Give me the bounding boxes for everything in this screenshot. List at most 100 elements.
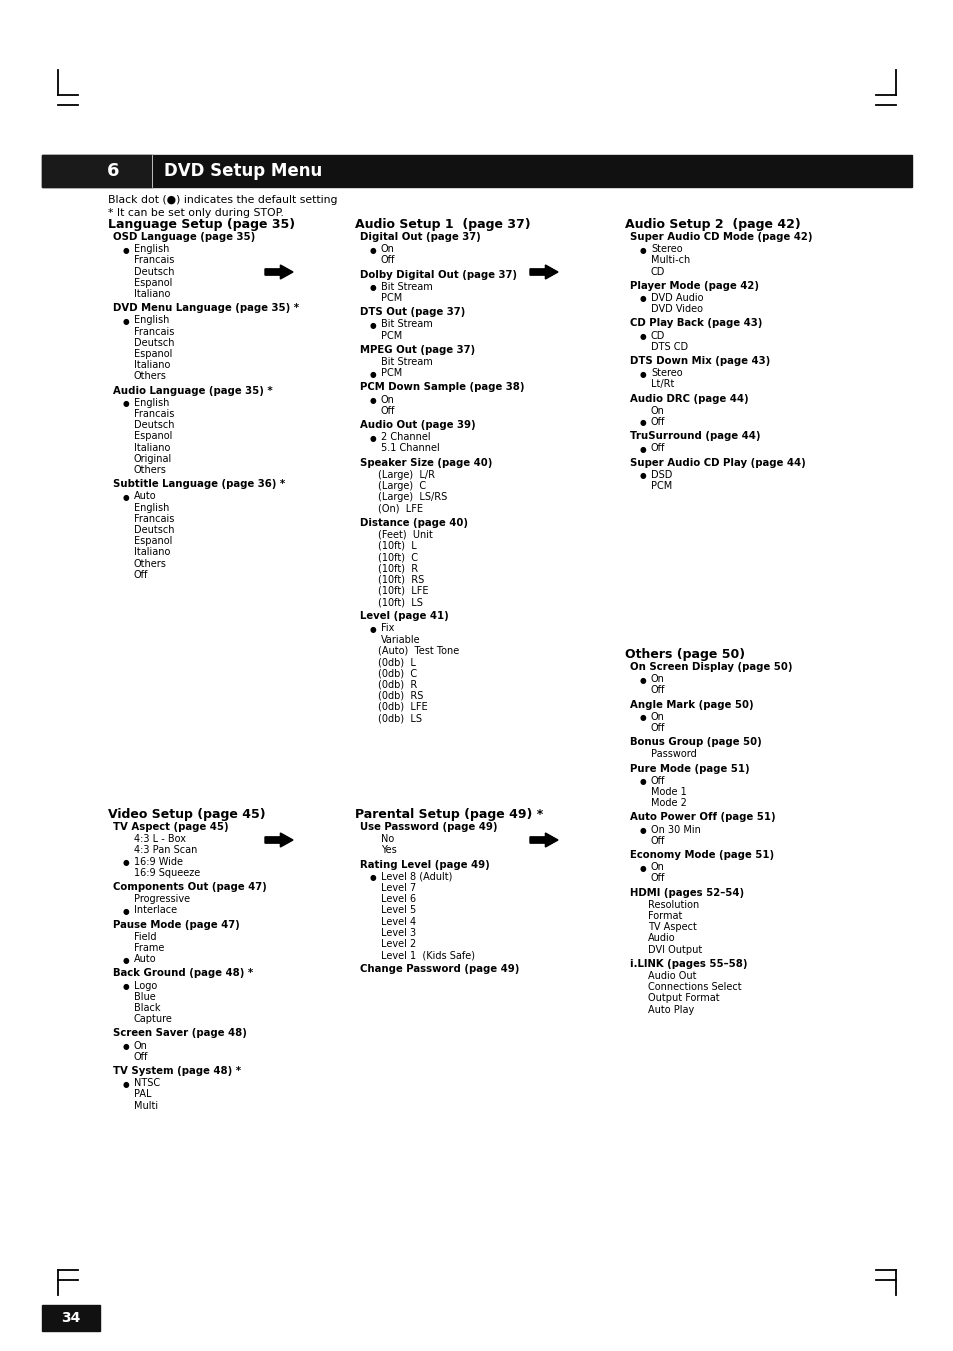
Text: On: On [650, 405, 664, 416]
Text: (Feet)  Unit: (Feet) Unit [377, 530, 433, 540]
Text: Audio DRC (page 44): Audio DRC (page 44) [629, 393, 748, 404]
Text: ●: ● [123, 246, 130, 255]
Text: (10ft)  LFE: (10ft) LFE [377, 586, 428, 596]
Text: Espanol: Espanol [133, 278, 172, 288]
Text: 6: 6 [107, 162, 120, 180]
Text: Deutsch: Deutsch [133, 266, 174, 277]
Text: Off: Off [650, 417, 664, 427]
Text: (10ft)  L: (10ft) L [377, 540, 416, 551]
Text: Audio Out (page 39): Audio Out (page 39) [359, 420, 476, 430]
Text: Video Setup (page 45): Video Setup (page 45) [108, 808, 265, 821]
Bar [42, 1305, 100, 1331]
Text: Use Password (page 49): Use Password (page 49) [359, 821, 497, 832]
Text: 2 Channel: 2 Channel [380, 432, 430, 442]
Text: MPEG Out (page 37): MPEG Out (page 37) [359, 345, 475, 355]
Text: OSD Language (page 35): OSD Language (page 35) [112, 232, 255, 242]
Text: ●: ● [639, 295, 646, 304]
Text: Italiano: Italiano [133, 361, 171, 370]
Text: Off: Off [650, 873, 664, 884]
Text: Audio Setup 1  (page 37): Audio Setup 1 (page 37) [355, 218, 530, 231]
Text: Black: Black [133, 1002, 160, 1013]
Text: ●: ● [639, 246, 646, 255]
Text: Others (page 50): Others (page 50) [624, 648, 744, 661]
Text: ●: ● [370, 370, 376, 378]
Polygon shape [265, 265, 293, 280]
Text: Off: Off [380, 255, 395, 265]
Text: Multi: Multi [133, 1101, 158, 1111]
Text: On: On [650, 674, 664, 684]
Text: ●: ● [639, 370, 646, 378]
Text: Format: Format [647, 911, 681, 921]
Text: Pause Mode (page 47): Pause Mode (page 47) [112, 920, 239, 929]
Text: 4:3 Pan Scan: 4:3 Pan Scan [133, 846, 197, 855]
Text: ●: ● [639, 676, 646, 685]
Text: * It can be set only during STOP.: * It can be set only during STOP. [108, 208, 284, 218]
Text: 4:3 L - Box: 4:3 L - Box [133, 834, 186, 844]
Polygon shape [530, 834, 558, 847]
Text: Deutsch: Deutsch [133, 338, 174, 347]
Text: Level 1  (Kids Safe): Level 1 (Kids Safe) [380, 950, 475, 961]
Text: English: English [133, 315, 170, 326]
Text: PCM Down Sample (page 38): PCM Down Sample (page 38) [359, 382, 524, 392]
Text: ●: ● [639, 825, 646, 835]
Text: Italiano: Italiano [133, 289, 171, 299]
Text: ●: ● [639, 419, 646, 427]
Text: ●: ● [123, 400, 130, 408]
Text: CD: CD [650, 266, 664, 277]
Text: Parental Setup (page 49) *: Parental Setup (page 49) * [355, 808, 542, 821]
Text: Lt/Rt: Lt/Rt [650, 380, 674, 389]
Text: i.LINK (pages 55–58): i.LINK (pages 55–58) [629, 959, 747, 969]
Text: Black dot (●) indicates the default setting: Black dot (●) indicates the default sett… [108, 195, 337, 205]
Text: Connections Select: Connections Select [647, 982, 740, 992]
Text: Bonus Group (page 50): Bonus Group (page 50) [629, 738, 760, 747]
Text: CD: CD [650, 331, 664, 340]
Text: Level 7: Level 7 [380, 884, 416, 893]
Text: Capture: Capture [133, 1015, 172, 1024]
Text: ●: ● [370, 322, 376, 330]
Text: Level 5: Level 5 [380, 905, 416, 916]
Text: Rating Level (page 49): Rating Level (page 49) [359, 859, 489, 870]
Text: 5.1 Channel: 5.1 Channel [380, 443, 439, 454]
Text: Password: Password [650, 750, 696, 759]
Text: No: No [380, 834, 394, 844]
Text: Francais: Francais [133, 327, 174, 336]
Text: ●: ● [123, 907, 130, 916]
Text: DTS CD: DTS CD [650, 342, 687, 351]
Text: (Auto)  Test Tone: (Auto) Test Tone [377, 646, 458, 655]
Text: (0db)  LS: (0db) LS [377, 713, 421, 723]
Text: PCM: PCM [380, 293, 402, 303]
Text: Screen Saver (page 48): Screen Saver (page 48) [112, 1028, 247, 1039]
Text: Distance (page 40): Distance (page 40) [359, 517, 468, 528]
Polygon shape [530, 265, 558, 280]
Text: Speaker Size (page 40): Speaker Size (page 40) [359, 458, 492, 467]
Polygon shape [265, 834, 293, 847]
Text: English: English [133, 503, 170, 512]
Text: ●: ● [370, 873, 376, 882]
Text: English: English [133, 397, 170, 408]
Text: Super Audio CD Play (page 44): Super Audio CD Play (page 44) [629, 458, 805, 467]
Text: Variable: Variable [380, 635, 420, 644]
Bar [42, 155, 911, 186]
Text: Level 3: Level 3 [380, 928, 416, 938]
Text: PCM: PCM [380, 331, 402, 340]
Text: Blue: Blue [133, 992, 155, 1002]
Text: Francais: Francais [133, 255, 174, 265]
Text: TruSurround (page 44): TruSurround (page 44) [629, 431, 760, 442]
Text: DVD Menu Language (page 35) *: DVD Menu Language (page 35) * [112, 303, 299, 313]
Text: Mode 2: Mode 2 [650, 798, 686, 808]
Text: ●: ● [639, 777, 646, 786]
Text: (Large)  L/R: (Large) L/R [377, 470, 435, 480]
Text: ●: ● [370, 396, 376, 405]
Text: Player Mode (page 42): Player Mode (page 42) [629, 281, 759, 290]
Text: (10ft)  LS: (10ft) LS [377, 597, 422, 607]
Text: Pure Mode (page 51): Pure Mode (page 51) [629, 763, 749, 774]
Text: DVD Video: DVD Video [650, 304, 702, 315]
Text: Subtitle Language (page 36) *: Subtitle Language (page 36) * [112, 480, 285, 489]
Text: (0db)  RS: (0db) RS [377, 690, 423, 701]
Text: (0db)  C: (0db) C [377, 669, 416, 678]
Text: On Screen Display (page 50): On Screen Display (page 50) [629, 662, 792, 671]
Text: Level 8 (Adult): Level 8 (Adult) [380, 871, 452, 882]
Text: DVD Setup Menu: DVD Setup Menu [164, 162, 322, 180]
Text: Bit Stream: Bit Stream [380, 282, 433, 292]
Text: DVI Output: DVI Output [647, 944, 701, 955]
